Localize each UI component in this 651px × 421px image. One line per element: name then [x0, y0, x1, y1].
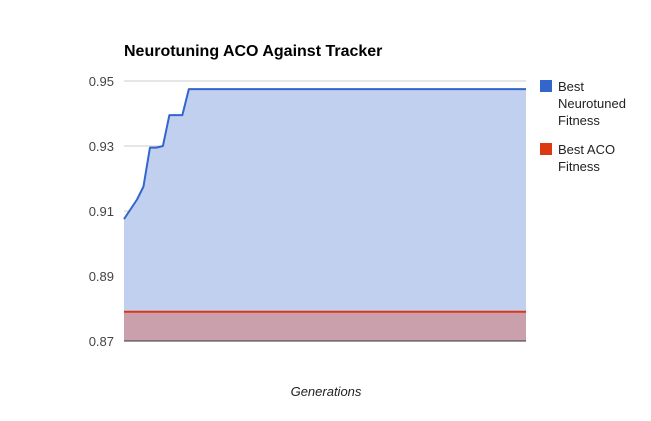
y-axis: 0.95 0.93 0.91 0.89 0.87	[89, 74, 526, 349]
legend-label-0: Neurotuned	[558, 96, 626, 111]
x-axis-label: Generations	[291, 384, 362, 399]
legend-swatch-1	[540, 143, 552, 155]
legend-label-1: Fitness	[558, 159, 600, 174]
series-areas	[123, 88, 526, 341]
series-line-0	[123, 88, 526, 220]
legend-label-0: Best	[558, 79, 584, 94]
chart-title: Neurotuning ACO Against Tracker	[124, 43, 382, 60]
legend-swatch-0	[540, 80, 552, 92]
series-area-0	[124, 89, 526, 341]
legend-label-0: Fitness	[558, 113, 600, 128]
legend-label-1: Best ACO	[558, 142, 615, 157]
legend: Best Neurotuned Fitness Best ACO Fitness	[540, 79, 626, 174]
y-tick-label: 0.87	[89, 334, 114, 349]
y-tick-label: 0.95	[89, 74, 114, 89]
y-tick-label: 0.89	[89, 269, 114, 284]
series-area-1	[124, 311, 526, 341]
y-tick-label: 0.93	[89, 139, 114, 154]
y-tick-label: 0.91	[89, 204, 114, 219]
